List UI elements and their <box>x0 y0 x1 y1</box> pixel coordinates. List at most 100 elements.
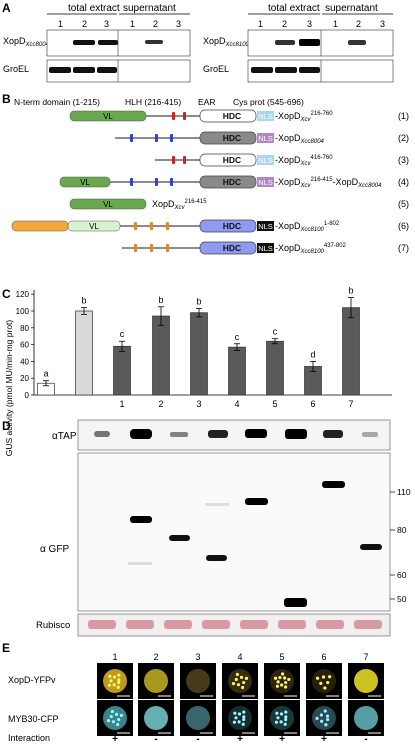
micrograph <box>180 663 216 699</box>
hlh-mark <box>170 178 173 186</box>
a-left-band-s2 <box>145 40 163 44</box>
hdc-label: HDC <box>223 133 241 143</box>
a-right-lane-t3: 3 <box>307 19 312 29</box>
a-right-lane-s3: 3 <box>380 19 385 29</box>
a-left-band-t2 <box>73 40 95 45</box>
a-left-lane-t3: 3 <box>104 19 109 29</box>
micrograph <box>222 663 258 699</box>
construct-name: XopDXcv216-415 <box>152 199 207 211</box>
x-tick-label: 2 <box>158 399 163 409</box>
panel-b-label: B <box>2 92 11 106</box>
construct-number: (4) <box>398 177 409 187</box>
e-lane-number: 2 <box>153 652 158 662</box>
construct-number: (6) <box>398 221 409 231</box>
bar-5 <box>190 312 208 396</box>
nls-tag <box>257 133 274 143</box>
d-gfp-blot: α GFP 110 80 60 50 <box>40 452 411 612</box>
micrograph <box>306 663 342 699</box>
bar-3 <box>113 345 131 396</box>
construct-4: VL HDC NLS -XopDXcv216-415-XopDXcc8004 (4) <box>59 175 409 189</box>
micrograph <box>222 700 258 736</box>
construct-diagrams: VL HDC NLS -XopDXcv216-760 (1)HDC NLS -XopDXcc… <box>11 109 409 255</box>
d-marker-50: 50 <box>397 594 407 604</box>
construct-name: -XopDXcv216-760 <box>275 111 333 123</box>
bar-7 <box>266 340 284 396</box>
nls-label: NLS <box>258 156 273 165</box>
interaction-result: + <box>279 734 285 744</box>
ear-mark <box>172 112 175 120</box>
hdc-label: HDC <box>223 221 241 231</box>
vl-domain <box>69 198 147 210</box>
d-tap-blot: αTAP <box>52 419 391 451</box>
vl-domain <box>69 110 147 122</box>
micrograph <box>138 700 174 736</box>
x-tick-label: 1 <box>119 399 124 409</box>
orange-mark <box>166 222 169 230</box>
nls-tag <box>257 155 274 165</box>
construct-number: (3) <box>398 155 409 165</box>
construct-name: -XopDXcv416-760 <box>275 155 333 167</box>
d-gfp-band-1 <box>130 516 152 523</box>
b-header-hlh: HLH (216-415) <box>125 97 181 107</box>
hdc-domain <box>199 109 257 123</box>
e-row2-label: MYB30-CFP <box>8 714 59 724</box>
a-right-band-s2 <box>348 40 366 45</box>
construct-name: -XopDXcc81001-802 <box>275 221 340 233</box>
construct-name: -XopDXcc8004 <box>275 133 325 145</box>
d-gfp-label: α GFP <box>40 544 69 555</box>
construct-number: (5) <box>398 199 409 209</box>
y-tick-label: 120 <box>16 290 30 299</box>
interaction-result: - <box>364 734 367 744</box>
a-right-band-t2 <box>275 40 295 45</box>
nls-tag <box>257 243 274 253</box>
construct-name: -XopDXcc8100437-802 <box>275 243 347 255</box>
construct-name: -XopDXcv216-415-XopDXcc8004 <box>275 177 382 189</box>
interaction-result: - <box>154 734 157 744</box>
a-left-protein-label: XopDXcc8004 <box>3 36 50 48</box>
construct-number: (2) <box>398 133 409 143</box>
orange-mark <box>134 244 137 252</box>
orange-mark <box>134 222 137 230</box>
e-lane-number: 7 <box>363 652 368 662</box>
e-lane-number: 5 <box>279 652 284 662</box>
nls-tag <box>257 111 274 121</box>
interaction-result: + <box>237 734 243 744</box>
a-right-band-t3 <box>299 39 320 46</box>
nls-tag <box>257 221 274 231</box>
d-marker-110: 110 <box>397 487 411 497</box>
b-header-cys: Cys prot (545-696) <box>233 97 304 107</box>
micrograph <box>306 700 342 736</box>
hdc-domain <box>199 175 257 189</box>
a-left-lane-s3: 3 <box>176 19 181 29</box>
construct-number: (1) <box>398 111 409 121</box>
e-lane-number: 1 <box>112 652 117 662</box>
micrograph <box>348 700 384 736</box>
d-gfp-band-4 <box>245 498 268 505</box>
e-row1-label: XopD-YFPv <box>8 675 56 685</box>
d-gfp-band-3 <box>206 555 227 561</box>
a-right-lane-t1: 1 <box>258 19 263 29</box>
hdc-domain <box>199 219 257 233</box>
y-tick-label: 80 <box>20 324 29 333</box>
vl-label: VL <box>89 222 99 231</box>
panel-c-label: C <box>2 287 11 301</box>
a-right-total-label: total extract <box>268 3 320 14</box>
micrograph <box>97 663 133 699</box>
bar-4 <box>152 315 170 396</box>
interaction-result: - <box>196 734 199 744</box>
x-tick-label: 7 <box>348 399 353 409</box>
micrograph <box>264 700 300 736</box>
hlh-mark <box>170 134 173 142</box>
y-tick-label: 40 <box>20 357 29 366</box>
a-left-lane-t1: 1 <box>58 19 63 29</box>
construct-3: HDC NLS -XopDXcv416-760 (3) <box>155 153 409 167</box>
a-left-lane-s1: 1 <box>130 19 135 29</box>
d-marker-80: 80 <box>397 525 407 535</box>
construct-5: VL XopDXcv216-415 (5) <box>69 198 409 211</box>
d-gfp-band-7 <box>360 544 382 550</box>
panel-a-right-blot: total extract supernatant 1 2 3 1 2 3 Xo… <box>203 3 394 83</box>
microscopy-grid: 1 +2 - 3 - 4 +5 +6 +7 - <box>97 652 384 744</box>
nls-label: NLS <box>258 244 273 253</box>
construct-7: HDC NLS -XopDXcc8100437-802 (7) <box>122 241 409 255</box>
panel-d-label: D <box>2 419 11 433</box>
